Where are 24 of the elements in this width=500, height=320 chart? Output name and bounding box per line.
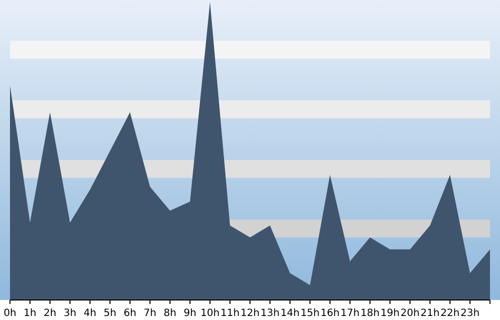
x-tick-label: 20h bbox=[400, 308, 420, 319]
x-tick-label: 15h bbox=[300, 308, 320, 319]
x-tick-label: 10h bbox=[200, 308, 220, 319]
x-tick-label: 7h bbox=[144, 308, 156, 319]
x-tick-label: 5h bbox=[104, 308, 116, 319]
x-tick-label: 16h bbox=[320, 308, 340, 319]
x-tick-label: 2h bbox=[44, 308, 56, 319]
x-tick-label: 11h bbox=[220, 308, 240, 319]
x-tick-label: 3h bbox=[64, 308, 76, 319]
x-tick-label: 14h bbox=[280, 308, 300, 319]
x-tick-label: 21h bbox=[420, 308, 440, 319]
x-tick-label: 6h bbox=[124, 308, 136, 319]
x-tick-label: 12h bbox=[240, 308, 260, 319]
x-tick-label: 23h bbox=[460, 308, 480, 319]
x-tick-label: 18h bbox=[360, 308, 380, 319]
x-tick-label: 8h bbox=[164, 308, 176, 319]
x-tick-label: 9h bbox=[184, 308, 196, 319]
x-tick-label: 4h bbox=[84, 308, 96, 319]
x-tick-label: 22h bbox=[440, 308, 460, 319]
x-tick-label: 0h bbox=[4, 308, 16, 319]
x-tick-label: 19h bbox=[380, 308, 400, 319]
x-tick-label: 17h bbox=[340, 308, 360, 319]
x-tick-label: 1h bbox=[24, 308, 36, 319]
x-tick-label: 13h bbox=[260, 308, 280, 319]
